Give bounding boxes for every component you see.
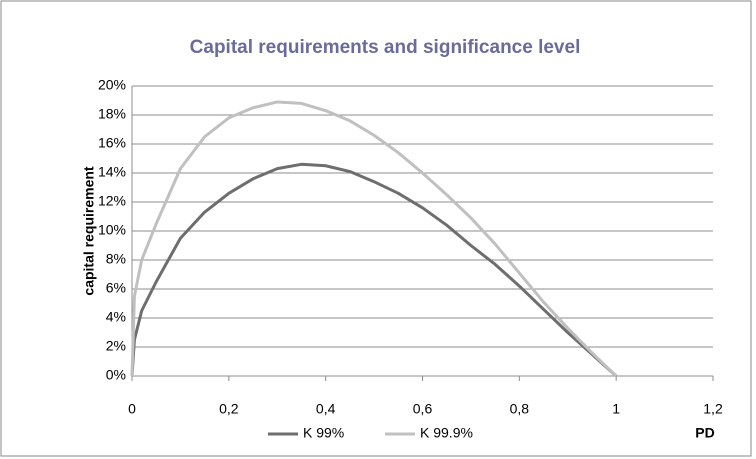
x-tick-label: 1 [612,401,620,417]
x-tick-label: 0,2 [219,401,239,417]
y-tick-label: 14% [98,164,126,180]
chart-title: Capital requirements and significance le… [190,37,581,58]
y-tick-label: 6% [106,280,126,296]
y-tick-label: 12% [98,193,126,209]
y-axis-label: capital requirement [81,166,97,295]
line-series [130,162,618,378]
x-axis-label: PD [695,425,714,441]
x-tick-label: 0,4 [316,401,336,417]
x-tick-label: 0,6 [413,401,433,417]
y-tick-label: 0% [106,367,126,383]
y-tick-label: 2% [106,338,126,354]
line-series [130,100,618,378]
y-tick-label: 10% [98,222,126,238]
y-tick-label: 4% [106,309,126,325]
y-tick-label: 16% [98,135,126,151]
legend-label: K 99.9% [420,425,473,441]
y-tick-label: 20% [98,77,126,93]
y-tick-label: 8% [106,251,126,267]
x-tick-label: 1,2 [703,401,723,417]
x-tick-label: 0 [128,401,136,417]
y-tick-label: 18% [98,106,126,122]
legend-label: K 99% [303,425,344,441]
x-tick-label: 0,8 [510,401,530,417]
